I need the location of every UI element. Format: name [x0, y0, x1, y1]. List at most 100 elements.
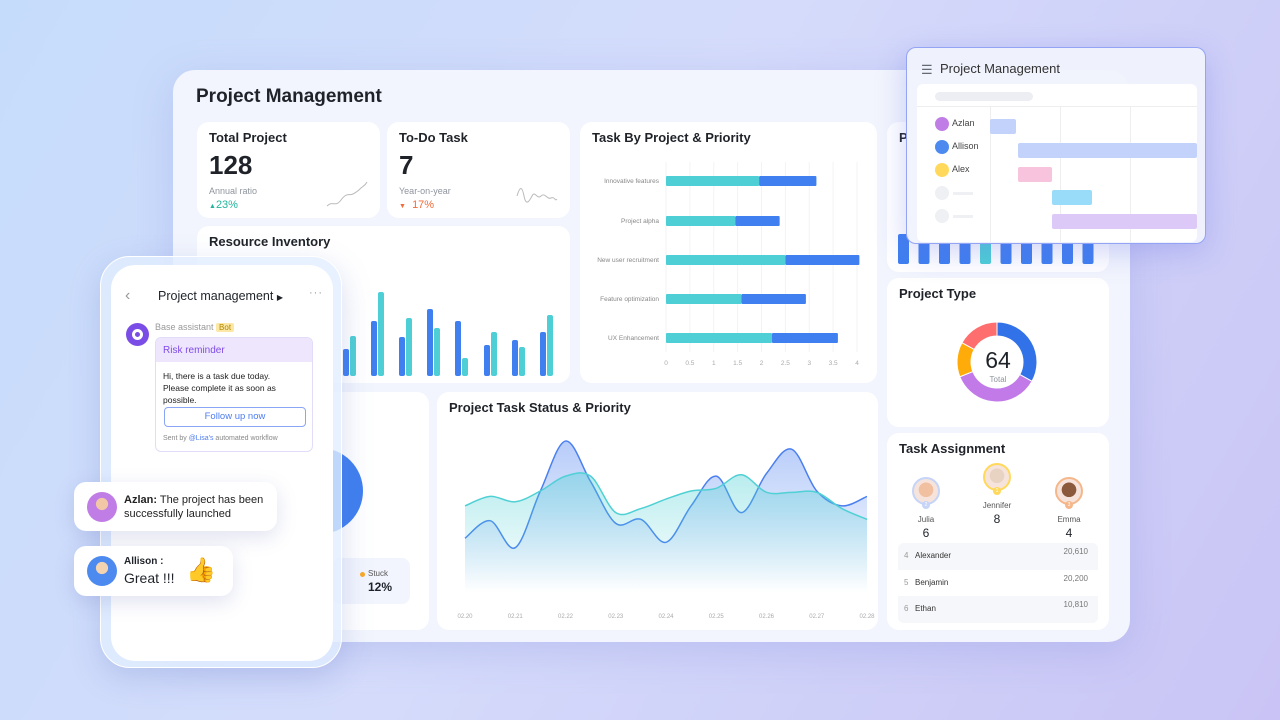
back-icon[interactable]: ‹ [125, 287, 131, 304]
project-type-donut [956, 321, 1038, 403]
ranking-list: 4 Alexander 20,610 5 Benjamin 20,200 6 Ethan 10,… [898, 543, 1098, 623]
legend-label: Stuck [368, 569, 389, 578]
bar-segment [772, 333, 838, 343]
gantt-icon: ☰ [921, 62, 933, 77]
resource-bar [519, 347, 525, 376]
x-tick-label: 02.21 [508, 614, 524, 620]
donut-slice [961, 321, 998, 351]
assistant-name: Base assistant Bot [155, 322, 235, 332]
total-project-value: 128 [209, 150, 253, 180]
ranking-row[interactable]: 6 Ethan 10,810 [898, 596, 1098, 622]
x-tick-label: 02.28 [859, 614, 875, 620]
resource-bar [343, 349, 349, 376]
rank-badge: 1 [993, 487, 1001, 495]
legend-value: 12% [368, 580, 393, 594]
bar-segment [666, 216, 736, 226]
person-avatar [935, 163, 949, 177]
placeholder-avatar [935, 186, 949, 200]
task-by-project-card: Task By Project & Priority 0 0.5 1 1.5 2 2.5 3… [580, 122, 877, 383]
card-title: P [899, 130, 908, 145]
todo-task-value: 7 [399, 150, 414, 180]
category-label: Innovative features [604, 178, 660, 185]
legend-item: Stuck 12% [332, 558, 410, 604]
x-tick-label: 2.5 [781, 360, 790, 367]
donut-label: Total [989, 375, 1007, 384]
sparkline [516, 188, 558, 203]
x-tick-label: 4 [855, 360, 859, 367]
x-tick-label: 3.5 [829, 360, 838, 367]
card-title: To-Do Task [399, 130, 468, 145]
resource-bar [434, 328, 440, 376]
placeholder-line [953, 192, 973, 195]
resource-bar [540, 332, 546, 376]
gantt-bar[interactable] [990, 119, 1016, 134]
card-title: Resource Inventory [209, 234, 331, 249]
resource-bar [399, 337, 405, 376]
resource-bar [350, 336, 356, 376]
assignee-name: Julia [917, 515, 935, 524]
more-icon[interactable]: ··· [309, 287, 323, 299]
legend-dot [360, 572, 365, 577]
x-tick-label: 02.27 [809, 614, 825, 620]
risk-reminder-card: Risk reminder Hi, there is a task due to… [155, 337, 313, 452]
x-tick-label: 02.25 [709, 614, 725, 620]
bot-avatar [126, 323, 149, 346]
change: ▼ 17% [399, 199, 435, 211]
gantt-bar[interactable] [1052, 214, 1197, 229]
x-tick-label: 02.22 [558, 614, 574, 620]
resource-inventory-chart [343, 292, 553, 376]
mention-link[interactable]: @Lisa's [188, 435, 214, 442]
assignee-count: 8 [993, 512, 1001, 526]
resource-bar [378, 292, 384, 376]
card-title: Project Type [899, 286, 977, 301]
x-tick-label: 1.5 [733, 360, 742, 367]
placeholder-avatar [935, 209, 949, 223]
caret-right-icon: ▶ [276, 293, 283, 302]
bar-segment [666, 255, 786, 265]
x-tick-label: 02.26 [759, 614, 775, 620]
gantt-bar[interactable] [1018, 167, 1052, 182]
chat-title[interactable]: Project management ▶ [158, 289, 283, 303]
resource-bar [455, 321, 461, 376]
task-by-project-chart: 0 0.5 1 1.5 2 2.5 3 3.5 4 Innovative features Proj… [597, 162, 860, 367]
resource-bar [371, 321, 377, 376]
resource-bar [427, 309, 433, 376]
message-line: Please complete it as soon as possible. [163, 383, 276, 405]
gantt-bar[interactable] [1018, 143, 1197, 158]
gantt-body: Azlan Allison Alex [917, 84, 1197, 242]
x-tick-label: 02.24 [658, 614, 674, 620]
x-tick-label: 02.20 [457, 614, 473, 620]
person-name: Azlan [952, 118, 975, 128]
change: ▲23% [209, 199, 238, 211]
gantt-bar[interactable] [1052, 190, 1092, 205]
ranking-row[interactable]: 4 Alexander 20,610 [898, 543, 1098, 569]
bar-segment [759, 176, 817, 186]
series-area [465, 472, 867, 592]
person-name: Alex [952, 164, 970, 174]
category-label: Project alpha [621, 218, 659, 225]
card-title: Task By Project & Priority [592, 130, 751, 145]
total-project-card[interactable]: Total Project 128 Annual ratio ▲23% [197, 122, 380, 218]
message-line: Hi, there is a task due today. [163, 371, 271, 381]
assignee-name: Emma [1057, 515, 1081, 524]
mini-bar [898, 234, 909, 264]
bot-badge: Bot [216, 323, 235, 332]
card-title: Task Assignment [899, 441, 1006, 456]
bar-segment [666, 176, 760, 186]
todo-task-card[interactable]: To-Do Task 7 Year-on-year ▼ 17% [387, 122, 570, 218]
x-tick-label: 02.23 [608, 614, 624, 620]
phone-screen: ‹ Project management ▶ ··· Base assistan… [111, 265, 333, 661]
rank-badge: 3 [1065, 501, 1073, 509]
project-type-card: Project Type 64 Total [887, 278, 1109, 427]
card-title: Total Project [209, 130, 287, 145]
card-subtitle: Year-on-year [399, 186, 451, 196]
workflow-footer: Sent by @Lisa's automated workflow [163, 435, 278, 442]
arrow-down-icon: ▼ [399, 203, 406, 210]
gantt-window[interactable]: ☰ Project Management Azlan Allison Alex [906, 47, 1206, 244]
ranking-row[interactable]: 5 Benjamin 20,200 [898, 569, 1098, 596]
chat-message-allison: Allison : Great !!! 👍 [74, 546, 233, 596]
follow-up-button[interactable]: Follow up now [164, 407, 306, 427]
person-avatar [935, 140, 949, 154]
task-status-chart: 02.20 02.21 02.22 02.23 02.24 02.25 02.26 02.27… [457, 440, 875, 620]
bar-segment [735, 216, 780, 226]
